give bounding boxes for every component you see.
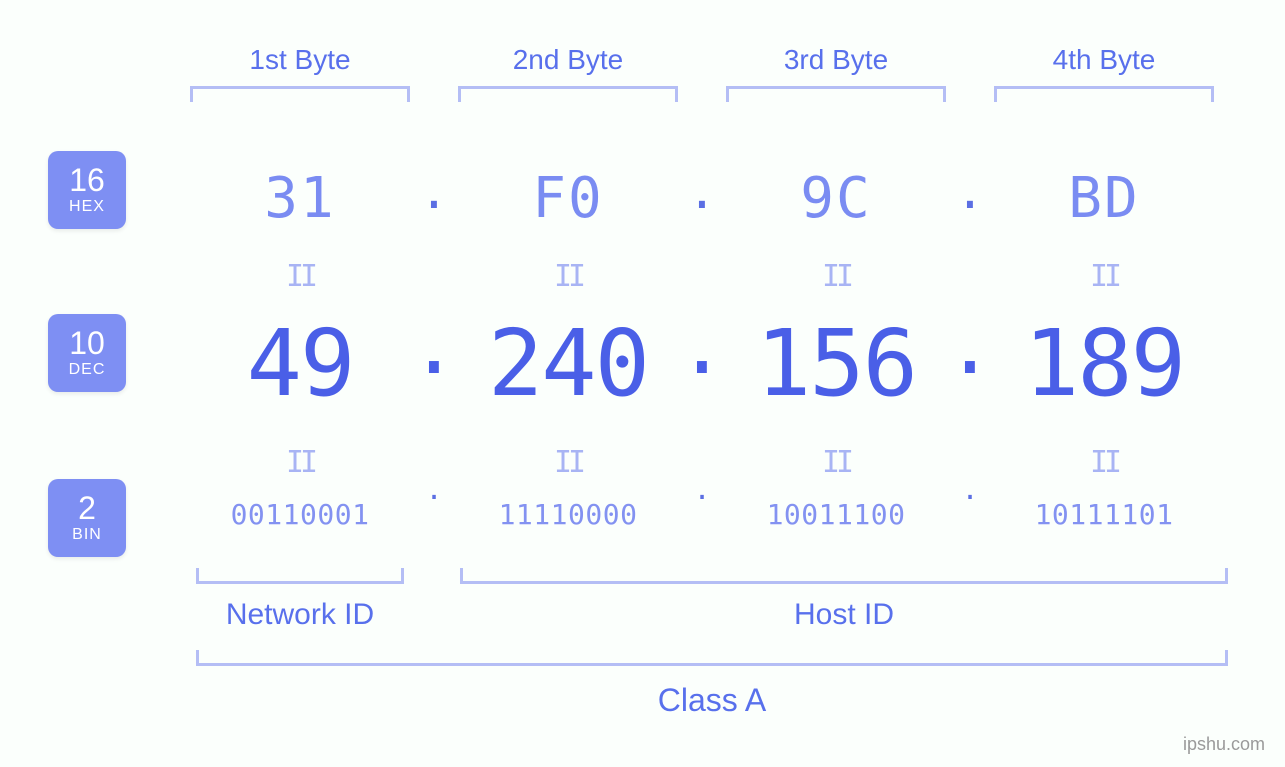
hex-value: 31 <box>264 166 335 231</box>
base-badge-hex-word: HEX <box>48 199 126 216</box>
network-id-bracket <box>196 568 404 584</box>
class-bracket <box>196 650 1228 666</box>
base-badge-bin-word: BIN <box>48 527 126 544</box>
equals-marker: II <box>286 259 314 294</box>
hex-dot: . <box>688 164 717 220</box>
footer-credit: ipshu.com <box>1183 734 1265 755</box>
equals-marker: II <box>554 445 582 480</box>
hex-dot: . <box>420 164 449 220</box>
host-id-bracket <box>460 568 1228 584</box>
dec-value: 189 <box>1024 310 1184 417</box>
base-badge-dec-word: DEC <box>48 362 126 379</box>
dec-dot: . <box>678 299 726 392</box>
bin-value: 10111101 <box>1035 498 1174 531</box>
bin-dot: . <box>962 473 979 506</box>
top-bracket <box>994 86 1214 102</box>
base-badge-hex: 16 HEX <box>48 151 126 229</box>
dec-dot: . <box>946 299 994 392</box>
top-bracket <box>190 86 410 102</box>
base-badge-dec-num: 10 <box>48 327 126 361</box>
bin-value: 10011100 <box>767 498 906 531</box>
bin-dot: . <box>426 473 443 506</box>
base-badge-bin: 2 BIN <box>48 479 126 557</box>
base-badge-dec: 10 DEC <box>48 314 126 392</box>
network-id-label: Network ID <box>196 598 404 632</box>
byte-header: 3rd Byte <box>784 44 888 76</box>
hex-value: 9C <box>800 166 871 231</box>
dec-value: 156 <box>756 310 916 417</box>
dec-value: 49 <box>247 310 354 417</box>
byte-header: 4th Byte <box>1053 44 1156 76</box>
bin-value: 11110000 <box>499 498 638 531</box>
equals-marker: II <box>1090 445 1118 480</box>
base-badge-bin-num: 2 <box>48 492 126 526</box>
top-bracket <box>458 86 678 102</box>
dec-value: 240 <box>488 310 648 417</box>
hex-dot: . <box>956 164 985 220</box>
bin-value: 00110001 <box>231 498 370 531</box>
base-badge-hex-num: 16 <box>48 164 126 198</box>
equals-marker: II <box>554 259 582 294</box>
bin-dot: . <box>694 473 711 506</box>
equals-marker: II <box>822 259 850 294</box>
class-label: Class A <box>196 682 1228 719</box>
equals-marker: II <box>822 445 850 480</box>
hex-value: BD <box>1068 166 1139 231</box>
hex-value: F0 <box>532 166 603 231</box>
byte-header: 2nd Byte <box>513 44 624 76</box>
host-id-label: Host ID <box>460 598 1228 632</box>
equals-marker: II <box>1090 259 1118 294</box>
dec-dot: . <box>410 299 458 392</box>
equals-marker: II <box>286 445 314 480</box>
top-bracket <box>726 86 946 102</box>
byte-header: 1st Byte <box>249 44 350 76</box>
